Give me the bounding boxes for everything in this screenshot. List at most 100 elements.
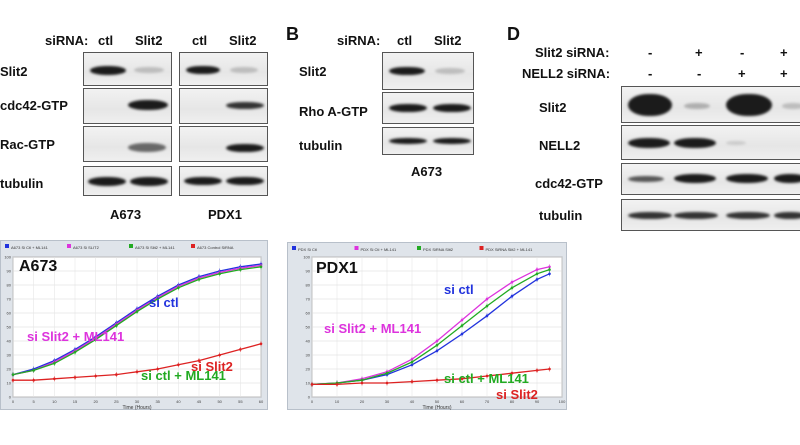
legend-swatch (5, 244, 9, 248)
panel-a-row-rac: Rac-GTP (0, 137, 55, 152)
x-tick-label: 40 (176, 399, 181, 404)
x-tick-label: 20 (93, 399, 98, 404)
x-tick-label: 80 (510, 399, 515, 404)
panel-b-cellline: A673 (411, 164, 443, 179)
legend-entry: A673 Si SLIT2 (73, 245, 100, 250)
blot-b-tubulin (382, 127, 474, 155)
blot-a673-tubulin (83, 166, 172, 196)
panel-d-r2-v3: + (738, 66, 746, 81)
y-tick-label: 100 (4, 255, 11, 260)
chart-pdx1-svg: PDX Si Ctl PDX Si Ctl + ML141 PDX SiRNA Sl… (292, 246, 566, 411)
panel-a-lane-1: ctl (98, 33, 114, 48)
chart-title: A673 (19, 258, 57, 275)
legend-entry: A673 Si Slit2 + ML141 (135, 245, 175, 250)
panel-d-nell2-sirna-label: NELL2 siRNA: (522, 66, 611, 81)
panel-b-row-slit2: Slit2 (299, 64, 327, 79)
y-tick-label: 20 (7, 367, 12, 372)
panel-b-lane-2: Slit2 (434, 33, 462, 48)
x-tick-label: 100 (559, 399, 566, 404)
blot-a673-rac (83, 126, 172, 162)
x-tick-label: 70 (485, 399, 490, 404)
panel-a-lane-3: ctl (192, 33, 208, 48)
panel-a-row-cdc42: cdc42-GTP (0, 98, 68, 113)
y-tick-label: 60 (7, 311, 12, 316)
blot-pdx1-rac (179, 126, 268, 162)
y-tick-label: 70 (306, 297, 311, 302)
y-tick-label: 100 (303, 255, 310, 260)
legend-entry: A673 Si Ctl + ML141 (11, 245, 49, 250)
chart-title: PDX1 (316, 260, 358, 277)
x-axis-label: Time (Hours) (423, 405, 452, 411)
x-tick-label: 30 (385, 399, 390, 404)
legend-swatch (67, 244, 71, 248)
x-tick-label: 0 (311, 399, 314, 404)
x-tick-label: 90 (535, 399, 540, 404)
x-tick-label: 10 (52, 399, 57, 404)
legend-entry: PDX Si Ctl (298, 247, 317, 252)
x-tick-label: 35 (155, 399, 160, 404)
panel-d-row-tubulin: tubulin (539, 208, 583, 223)
panel-b-letter: B (286, 24, 299, 44)
panel-a-lane-4: Slit2 (229, 33, 257, 48)
panel-d-letter: D (507, 24, 520, 44)
panel-a-sirna-label: siRNA: (45, 33, 89, 48)
legend-swatch (354, 246, 359, 250)
y-tick-label: 10 (7, 381, 12, 386)
panel-b-row-tubulin: tubulin (299, 138, 343, 153)
y-tick-label: 80 (7, 283, 12, 288)
x-tick-label: 55 (238, 399, 243, 404)
y-tick-label: 50 (306, 325, 311, 330)
series-annotation: si Slit2 (191, 359, 233, 374)
blot-d-slit2 (621, 86, 800, 123)
panel-d-r2-v2: - (697, 66, 702, 81)
x-tick-label: 0 (12, 399, 15, 404)
blot-d-cdc42 (621, 163, 800, 195)
y-tick-label: 40 (7, 339, 12, 344)
panel-d-row-nell2: NELL2 (539, 138, 581, 153)
x-tick-label: 20 (360, 399, 365, 404)
series-annotation: si Slit2 (496, 387, 538, 402)
y-tick-label: 60 (306, 311, 311, 316)
y-tick-label: 0 (9, 395, 12, 400)
blot-a673-slit2 (83, 52, 172, 86)
y-tick-label: 80 (306, 283, 311, 288)
legend-swatch (292, 246, 296, 250)
series-annotation: si ctl (149, 295, 179, 310)
x-tick-label: 50 (217, 399, 222, 404)
series-annotation: si ctl (444, 282, 474, 297)
y-tick-label: 10 (306, 381, 311, 386)
blot-d-tubulin (621, 199, 800, 231)
panel-d-r1-v1: - (648, 45, 653, 60)
panel-d-r2-v4: + (780, 66, 788, 81)
series-annotation: si ctl + ML141 (444, 371, 529, 386)
y-tick-label: 0 (308, 395, 311, 400)
panel-a-row-slit2: Slit2 (0, 64, 28, 79)
blot-b-rhoa (382, 92, 474, 124)
panel-d-row-slit2: Slit2 (539, 100, 567, 115)
panel-d-slit2-sirna-label: Slit2 siRNA: (535, 45, 610, 60)
panel-a-cellline-pdx1: PDX1 (208, 207, 242, 222)
blot-d-nell2 (621, 125, 800, 160)
series-annotation: si ctl + ML141 (141, 368, 226, 383)
y-tick-label: 30 (7, 353, 12, 358)
y-tick-label: 20 (306, 367, 311, 372)
blot-pdx1-cdc42 (179, 88, 268, 124)
x-tick-label: 50 (435, 399, 440, 404)
series-annotation: si Slit2 + ML141 (324, 321, 421, 336)
panel-d-r1-v2: + (695, 45, 703, 60)
x-axis-label: Time (Hours) (123, 405, 152, 411)
legend-entry: PDX SiRNA Slit2 (423, 247, 454, 252)
x-tick-label: 30 (135, 399, 140, 404)
x-tick-label: 15 (73, 399, 78, 404)
x-tick-label: 45 (197, 399, 202, 404)
x-tick-label: 25 (114, 399, 119, 404)
y-tick-label: 70 (7, 297, 12, 302)
x-tick-label: 40 (410, 399, 415, 404)
panel-a-cellline-a673: A673 (110, 207, 142, 222)
legend-swatch (191, 244, 195, 248)
chart-pdx1: PDX Si Ctl PDX Si Ctl + ML141 PDX SiRNA Sl… (287, 242, 567, 411)
x-tick-label: 60 (460, 399, 465, 404)
panel-d-r2-v1: - (648, 66, 653, 81)
blot-pdx1-tubulin (179, 166, 268, 196)
panel-d-row-cdc42: cdc42-GTP (535, 176, 603, 191)
